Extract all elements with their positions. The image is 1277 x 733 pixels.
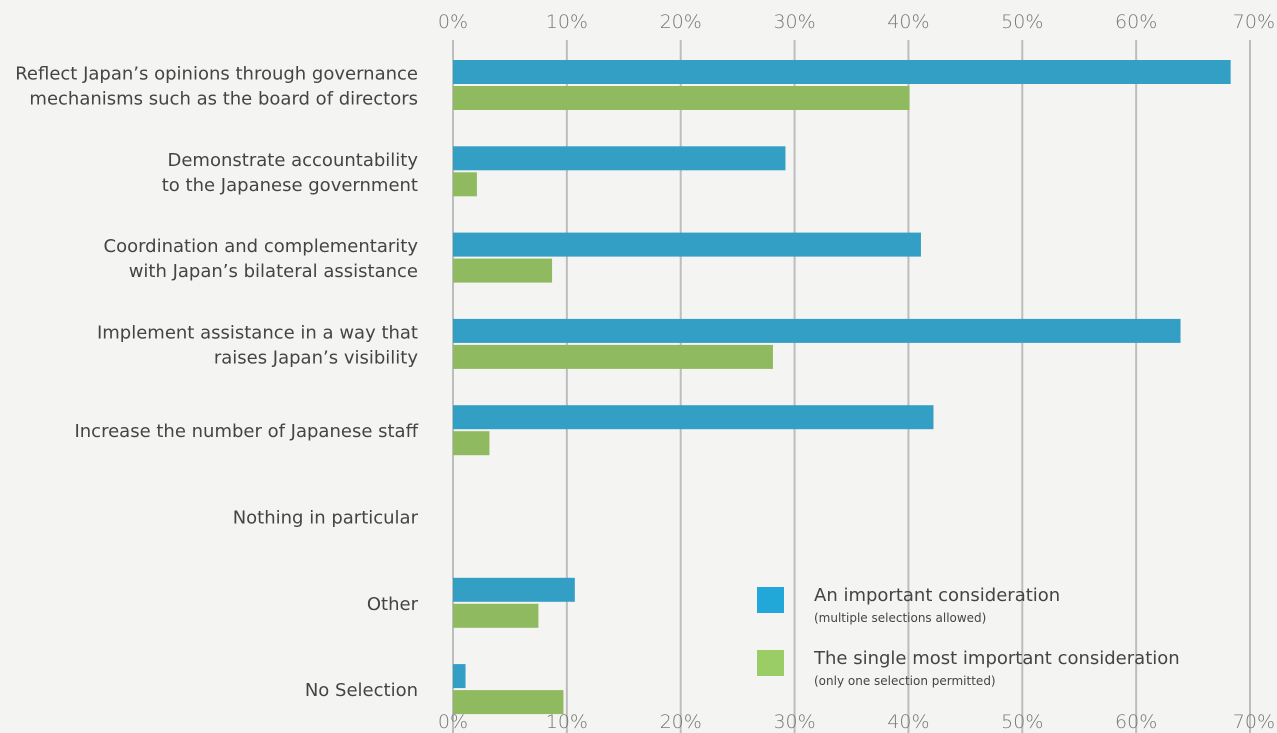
legend-label-important: An important consideration [814, 585, 1061, 606]
x-tick-label-top: 30% [773, 11, 815, 33]
x-tick-label-bottom: 70% [1233, 711, 1275, 733]
bar-important [453, 405, 934, 430]
x-tick-label-top: 40% [887, 11, 929, 33]
bar-important [453, 318, 1181, 343]
x-tick-label-bottom: 20% [660, 711, 702, 733]
category-label: with Japan’s bilateral assistance [129, 261, 418, 282]
bar-most-important [453, 172, 477, 197]
legend-swatch-most-important [757, 650, 784, 676]
category-label: raises Japan’s visibility [214, 347, 419, 368]
category-label: Implement assistance in a way that [97, 322, 418, 343]
x-tick-label-bottom: 0% [438, 711, 468, 733]
x-tick-label-top: 50% [1001, 11, 1043, 33]
bar-important [453, 146, 786, 171]
x-tick-label-top: 70% [1233, 11, 1275, 33]
chart-legend: An important consideration (multiple sel… [757, 585, 1237, 711]
bar-important [453, 577, 575, 602]
bar-most-important [453, 431, 490, 456]
category-label: Increase the number of Japanese staff [74, 421, 418, 442]
legend-label-most-important: The single most important consideration [814, 648, 1180, 669]
x-tick-label-bottom: 40% [887, 711, 929, 733]
category-label: Reflect Japan’s opinions through governa… [15, 64, 418, 85]
x-tick-label-bottom: 30% [773, 711, 815, 733]
bar-important [453, 232, 921, 257]
x-tick-label-top: 0% [438, 11, 468, 33]
x-tick-label-top: 10% [546, 11, 588, 33]
category-label: Other [367, 594, 419, 615]
legend-swatch-important [757, 587, 784, 613]
category-label: Demonstrate accountability [168, 150, 419, 171]
bar-most-important [453, 603, 539, 628]
category-label: Coordination and complementarity [104, 236, 419, 257]
legend-note-important: (multiple selections allowed) [814, 611, 987, 625]
bar-important [453, 664, 466, 689]
bar-most-important [453, 86, 910, 110]
category-label: mechanisms such as the board of director… [29, 89, 418, 110]
legend-item-important: An important consideration (multiple sel… [757, 585, 1237, 627]
category-label: No Selection [305, 680, 418, 701]
bar-most-important [453, 344, 773, 369]
x-tick-label-bottom: 10% [546, 711, 588, 733]
category-label: to the Japanese government [162, 175, 418, 196]
x-tick-label-top: 20% [660, 11, 702, 33]
x-tick-label-bottom: 60% [1115, 711, 1157, 733]
legend-item-most-important: The single most important consideration … [757, 648, 1237, 690]
bar-most-important [453, 690, 564, 715]
legend-note-most-important: (only one selection permitted) [814, 674, 996, 688]
x-tick-label-bottom: 50% [1001, 711, 1043, 733]
bar-important [453, 60, 1231, 84]
category-label: Nothing in particular [233, 508, 419, 529]
x-tick-label-top: 60% [1115, 11, 1157, 33]
bar-most-important [453, 258, 553, 283]
